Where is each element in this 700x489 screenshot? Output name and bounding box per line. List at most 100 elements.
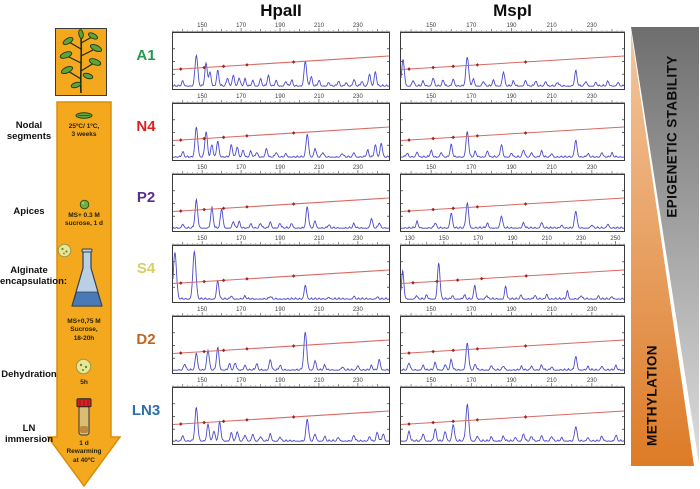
svg-text:230: 230: [587, 23, 598, 29]
svg-text:150: 150: [426, 23, 437, 29]
svg-text:170: 170: [236, 236, 247, 242]
electropherogram-P2-MspI: 150 170 190 210 230: [400, 162, 625, 233]
step-text-apices: MS+ 0.3 M sucrose, 1 d: [65, 212, 103, 228]
svg-text:150: 150: [197, 94, 208, 100]
svg-text:190: 190: [506, 307, 517, 313]
svg-text:150: 150: [426, 94, 437, 100]
svg-text:210: 210: [314, 236, 325, 242]
svg-text:190: 190: [506, 378, 517, 384]
svg-text:150: 150: [197, 165, 208, 171]
dehydration-bead-icon: [75, 358, 92, 375]
row-label-S4: S4: [136, 260, 156, 277]
svg-text:190: 190: [275, 165, 286, 171]
svg-text:170: 170: [236, 94, 247, 100]
svg-text:210: 210: [314, 165, 325, 171]
svg-text:150: 150: [426, 307, 437, 313]
svg-text:230: 230: [353, 307, 364, 313]
svg-text:190: 190: [275, 307, 286, 313]
apex-icon: [79, 199, 90, 210]
panel-row-S4: S4 150 170 190 210 230 130 150 170 190 210 230 250: [120, 233, 625, 304]
svg-text:210: 210: [314, 307, 325, 313]
row-label-LN3: LN3: [131, 402, 161, 419]
svg-text:210: 210: [547, 378, 558, 384]
svg-text:170: 170: [466, 94, 477, 100]
epigenetic-stability-triangle: [631, 27, 699, 464]
svg-text:210: 210: [314, 378, 325, 384]
svg-text:170: 170: [236, 307, 247, 313]
svg-text:170: 170: [236, 165, 247, 171]
row-label-D2: D2: [136, 331, 156, 348]
methylation-triangle: [631, 31, 694, 466]
svg-text:170: 170: [466, 378, 477, 384]
stage-label-dehydration: Dehydration: [1, 369, 57, 380]
panel-row-A1: A1 150 170 190 210 230 150 170 190 210 230: [120, 20, 625, 91]
electropherogram-N4-MspI: 150 170 190 210 230: [400, 91, 625, 162]
svg-text:150: 150: [426, 378, 437, 384]
svg-text:230: 230: [587, 307, 598, 313]
stage-label-nodal-segments: Nodal segments: [6, 120, 52, 142]
svg-text:230: 230: [576, 236, 587, 242]
epigenetic-stability-label: EPIGENETIC STABILITY: [664, 55, 680, 218]
svg-text:210: 210: [547, 165, 558, 171]
svg-text:210: 210: [314, 23, 325, 29]
svg-text:250: 250: [610, 236, 621, 242]
svg-text:170: 170: [473, 236, 484, 242]
panel-rows: A1 150 170 190 210 230 150 170 190 210 230 N4 150 170…: [120, 20, 625, 446]
svg-text:170: 170: [466, 23, 477, 29]
svg-text:170: 170: [466, 307, 477, 313]
panel-row-P2: P2 150 170 190 210 230 150 170 190 210 230: [120, 162, 625, 233]
electropherogram-LN3-MspI: 150 170 190 210 230: [400, 375, 625, 446]
svg-text:190: 190: [507, 236, 518, 242]
electropherogram-D2-MspI: 150 170 190 210 230: [400, 304, 625, 375]
electropherogram-LN3-HpaII: 150 170 190 210 230: [172, 375, 390, 446]
stage-label-apices: Apices: [13, 206, 45, 217]
step-text-encapsulation: MS+0,75 M Sucrose, 18-20h: [67, 318, 101, 342]
plant-icon: [59, 29, 103, 94]
svg-text:230: 230: [587, 165, 598, 171]
stage-label-alginate-encapsulation: Alginate encapsulation:: [0, 265, 68, 287]
svg-text:230: 230: [353, 165, 364, 171]
svg-text:210: 210: [547, 94, 558, 100]
stage-label-ln-immersion: LN immersion: [4, 423, 54, 445]
panel-row-D2: D2 150 170 190 210 230 150 170 190 210 230: [120, 304, 625, 375]
svg-text:170: 170: [236, 378, 247, 384]
svg-text:210: 210: [547, 23, 558, 29]
flask-icon: [71, 248, 103, 307]
svg-text:150: 150: [197, 23, 208, 29]
svg-text:230: 230: [587, 94, 598, 100]
svg-text:190: 190: [506, 165, 517, 171]
svg-text:150: 150: [426, 165, 437, 171]
panel-row-N4: N4 150 170 190 210 230 150 170 190 210 230: [120, 91, 625, 162]
electropherogram-A1-MspI: 150 170 190 210 230: [400, 20, 625, 91]
svg-text:150: 150: [439, 236, 450, 242]
svg-text:230: 230: [353, 23, 364, 29]
svg-text:190: 190: [275, 23, 286, 29]
row-label-P2: P2: [136, 189, 156, 206]
svg-text:230: 230: [353, 94, 364, 100]
electropherogram-A1-HpaII: 150 170 190 210 230: [172, 20, 390, 91]
panel-row-LN3: LN3 150 170 190 210 230 150 170 190 210 230: [120, 375, 625, 446]
svg-text:190: 190: [275, 94, 286, 100]
step-text-rewarming: 1 d Rewarming at 40ºC: [66, 440, 102, 464]
methylation-label: METHYLATION: [644, 345, 660, 446]
svg-text:190: 190: [275, 378, 286, 384]
step-text-dehydration: 5h: [80, 379, 88, 386]
svg-text:150: 150: [197, 236, 208, 242]
electropherogram-P2-HpaII: 150 170 190 210 230: [172, 162, 390, 233]
svg-text:230: 230: [587, 378, 598, 384]
svg-text:230: 230: [353, 236, 364, 242]
cryovial-icon: [76, 398, 92, 436]
svg-text:130: 130: [405, 236, 416, 242]
svg-text:190: 190: [275, 236, 286, 242]
svg-text:190: 190: [506, 23, 517, 29]
row-label-A1: A1: [136, 47, 156, 64]
column-header-hpaii: HpaII: [260, 1, 302, 20]
svg-text:210: 210: [314, 94, 325, 100]
electropherogram-N4-HpaII: 150 170 190 210 230: [172, 91, 390, 162]
row-label-N4: N4: [136, 118, 156, 135]
stability-methylation-gradient: [631, 27, 699, 466]
step-text-nodal: 25ºC/ 1ºC, 3 weeks: [68, 123, 100, 139]
svg-text:190: 190: [506, 94, 517, 100]
svg-text:210: 210: [542, 236, 553, 242]
